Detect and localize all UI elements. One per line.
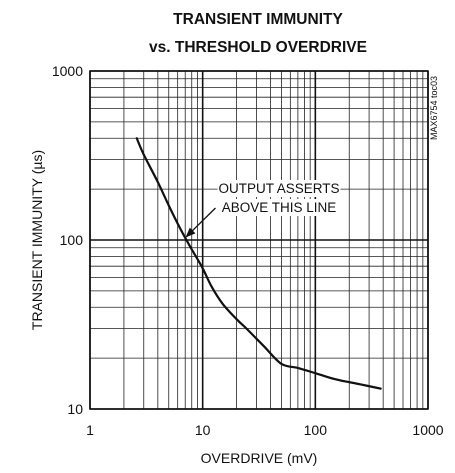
y-tick-label: 1000	[52, 63, 83, 79]
annotation-text: ABOVE THIS LINE	[222, 200, 337, 215]
chart-subtitle: vs. THRESHOLD OVERDRIVE	[149, 39, 367, 56]
y-tick-label: 10	[67, 401, 83, 417]
chart-title: TRANSIENT IMMUNITY	[173, 11, 343, 28]
x-tick-label: 1	[86, 422, 94, 438]
x-tick-label: 100	[304, 422, 328, 438]
y-tick-label: 100	[60, 232, 84, 248]
annotation-background	[217, 180, 341, 197]
annotation-background	[213, 199, 345, 216]
annotation-arrow	[185, 207, 216, 238]
annotation: OUTPUT ASSERTS ABOVE THIS LINE	[185, 180, 345, 238]
y-axis-label: TRANSIENT IMMUNITY (µs)	[29, 150, 45, 330]
x-axis-label: OVERDRIVE (mV)	[201, 450, 318, 466]
x-tick-label: 1000	[412, 422, 443, 438]
grid	[89, 70, 429, 410]
annotation-text: OUTPUT ASSERTS	[218, 181, 339, 196]
x-tick-label: 10	[195, 422, 211, 438]
watermark: MAX6754 toc03	[429, 76, 439, 140]
series-layer	[135, 137, 382, 390]
series-line	[135, 137, 382, 390]
plot-frame	[89, 70, 429, 410]
